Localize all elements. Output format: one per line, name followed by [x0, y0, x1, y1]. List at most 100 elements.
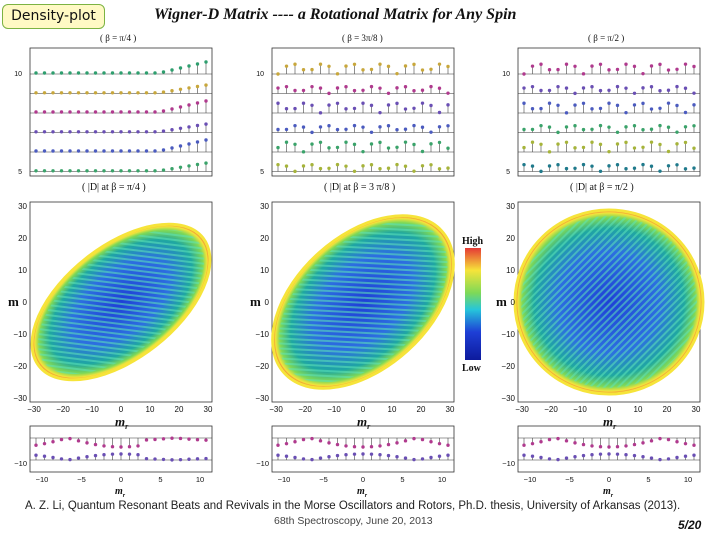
stem-point	[153, 149, 157, 153]
stem-point	[284, 140, 289, 144]
stem-point	[666, 149, 671, 154]
stem-point	[127, 91, 132, 95]
footer-conference: 68th Spectroscopy, June 20, 2013	[274, 515, 433, 527]
stem-point	[437, 125, 442, 129]
stem-point	[102, 169, 106, 173]
density-xtick: 10	[634, 405, 643, 414]
bottom-xtick: 10	[196, 475, 204, 484]
bottom-stem-point	[195, 437, 200, 442]
stem-point	[692, 103, 696, 107]
stem-point	[34, 91, 38, 95]
stem-point	[352, 106, 357, 111]
density-xtick: −20	[298, 405, 312, 414]
stem-point	[161, 129, 166, 133]
bottom-stem-point	[361, 452, 365, 456]
bottom-xtick: −10	[36, 475, 49, 484]
stem-point	[522, 86, 526, 90]
density-plot: −30 −20 −10 0 10 20 30 30 20 10 0 −10 −20 −30 m mr	[8, 201, 213, 431]
stem-point	[327, 146, 331, 150]
stem-point	[437, 62, 442, 66]
stem-point	[692, 166, 696, 170]
density-xtick: 0	[361, 405, 366, 414]
stem-point	[110, 130, 115, 134]
stem-point	[539, 62, 543, 66]
bottom-stem-point	[615, 445, 620, 449]
stem-point	[420, 68, 425, 72]
stem-point	[119, 130, 123, 134]
bottom-stem-point	[658, 436, 662, 441]
stem-point	[649, 127, 654, 131]
stem-point	[127, 149, 132, 153]
stem-point	[318, 86, 323, 90]
page-number: 5/20	[678, 518, 702, 532]
stem-point	[649, 140, 654, 144]
bottom-frame	[517, 425, 701, 473]
bottom-stem-point	[187, 457, 191, 461]
stem-point	[624, 125, 628, 129]
stem-point	[564, 111, 569, 115]
stem-point	[195, 162, 200, 167]
bottom-stem-point	[34, 453, 38, 457]
stem-point	[76, 91, 81, 95]
stem-point	[666, 101, 671, 105]
stem-point	[335, 145, 340, 150]
bottom-stem-point	[395, 455, 399, 459]
plot-column-2: ( β = 3π/8 ) 10 5 ( |D| at β = 3 π/8 ) −30 −2…	[250, 33, 455, 499]
stem-point	[437, 167, 442, 171]
stem-point	[683, 167, 688, 171]
stem-point	[68, 169, 72, 173]
stem-point	[598, 88, 603, 93]
stem-point	[395, 86, 399, 90]
slide-title: Wigner-D Matrix ---- a Rotational Matrix…	[154, 6, 517, 23]
stem-point	[590, 164, 594, 168]
stem-point	[352, 88, 357, 93]
density-xtick: 20	[663, 405, 672, 414]
stem-point	[51, 130, 55, 134]
stem-point	[335, 101, 340, 106]
stem-tick-10: 10	[256, 71, 264, 78]
stem-point	[369, 84, 374, 89]
bottom-stem-point	[675, 440, 679, 444]
bottom-stem-point	[386, 453, 391, 458]
density-ytick: 10	[18, 266, 27, 275]
density-ytick: 30	[18, 202, 27, 211]
stem-point	[403, 85, 408, 89]
beta-label: ( β = π/4 )	[100, 33, 136, 43]
density-ytick: −30	[255, 394, 269, 403]
stem-point	[34, 149, 38, 153]
bottom-stem-point	[556, 436, 560, 441]
stem-point	[284, 127, 289, 132]
stem-point	[658, 89, 662, 93]
stem-point	[195, 101, 200, 105]
stem-point	[581, 72, 586, 76]
stem-point	[378, 110, 382, 115]
bottom-stem-point	[102, 453, 106, 457]
stem-point	[395, 101, 399, 106]
density-plot: −30 −20 −10 0 10 20 30 30 20 10 0 −10 −20 −30 m mr	[496, 201, 705, 431]
bottom-xtick: −10	[278, 475, 291, 484]
stem-point	[144, 91, 149, 95]
stem-point	[446, 64, 450, 69]
stem-point	[204, 122, 208, 126]
stem-point	[352, 169, 357, 173]
bottom-stem-point	[530, 441, 535, 446]
stem-point	[539, 88, 543, 93]
stem-point	[556, 130, 560, 135]
bottom-stem-point	[144, 438, 149, 442]
stem-point	[386, 103, 391, 107]
density-ytick: −10	[501, 330, 515, 339]
bottom-stem-point	[110, 452, 115, 456]
stem-point	[318, 125, 323, 129]
stem-point	[641, 86, 645, 90]
stem-point	[378, 167, 382, 171]
bottom-stem-point	[598, 445, 603, 449]
bottom-stem-point	[301, 437, 306, 442]
stem-point	[327, 91, 331, 96]
bottom-stem-point	[110, 445, 115, 449]
stem-point	[102, 91, 106, 95]
stem-point	[590, 85, 594, 89]
stem-point	[539, 106, 543, 111]
stem-point	[556, 84, 560, 89]
stem-point	[692, 124, 696, 128]
ellipse-edge	[271, 214, 455, 390]
